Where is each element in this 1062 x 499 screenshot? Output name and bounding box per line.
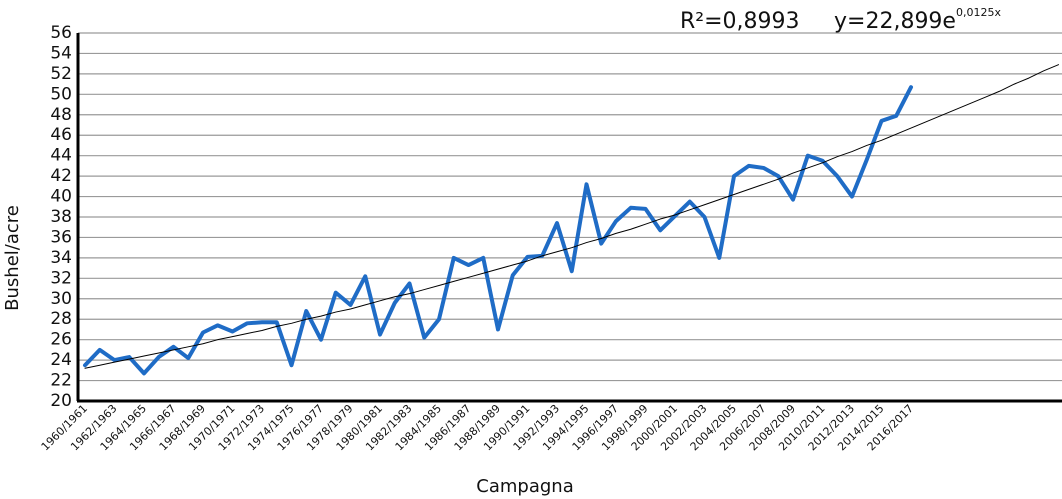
- y-tick-label: 48: [50, 105, 72, 125]
- r-squared: R²=0,8993: [680, 9, 800, 34]
- y-axis-title: Bushel/acre: [2, 205, 23, 311]
- y-tick-label: 26: [50, 330, 72, 350]
- y-tick-label: 44: [50, 146, 72, 166]
- data-line: [83, 85, 913, 376]
- y-tick-label: 20: [50, 391, 72, 411]
- y-tick-label: 34: [50, 248, 72, 268]
- y-tick-label: 38: [50, 207, 72, 227]
- y-tick-label: 42: [50, 166, 72, 186]
- y-tick-label: 54: [50, 43, 72, 63]
- equation: y=22,899e0,0125x: [834, 6, 1001, 34]
- y-tick-label: 30: [50, 289, 72, 309]
- x-axis-title: Campagna: [476, 476, 573, 497]
- y-tick-label: 46: [50, 125, 72, 145]
- y-tick-label: 50: [50, 84, 72, 104]
- equation-base: y=22,899e: [834, 9, 956, 34]
- y-tick-label: 40: [50, 187, 72, 207]
- equation-exponent: 0,0125x: [956, 6, 1001, 19]
- y-tick-label: 22: [50, 371, 72, 391]
- y-tick-label: 28: [50, 309, 72, 329]
- trend-line: [84, 64, 1059, 369]
- grid: [78, 32, 1062, 402]
- y-tick-label: 24: [50, 350, 72, 370]
- y-tick-label: 36: [50, 227, 72, 247]
- y-tick-label: 52: [50, 64, 72, 84]
- y-tick-label: 32: [50, 268, 72, 288]
- series-layer: [83, 64, 1059, 376]
- y-tick-label: 56: [50, 23, 72, 43]
